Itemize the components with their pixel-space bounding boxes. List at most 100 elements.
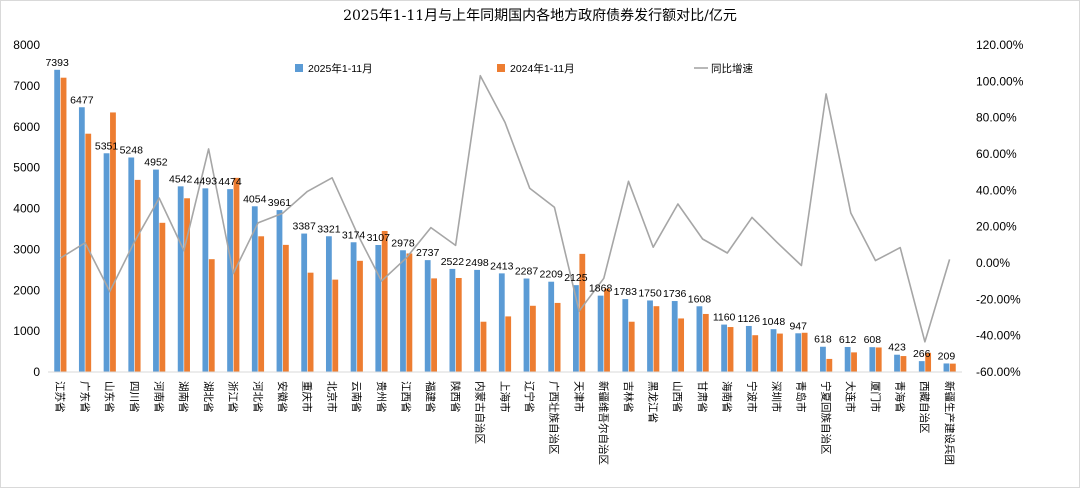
bar-2025 xyxy=(375,245,382,372)
category-label: 新疆维吾尔自治区 xyxy=(597,381,610,465)
left-tick-label: 8000 xyxy=(13,38,40,52)
category-label: 吉林省 xyxy=(622,381,635,413)
category-label: 青海省 xyxy=(894,381,907,413)
bar-2025 xyxy=(696,306,703,372)
category-label: 上海市 xyxy=(498,381,511,413)
data-label: 4493 xyxy=(194,175,218,187)
bar-2024 xyxy=(307,272,314,372)
category-label: 湖南省 xyxy=(177,381,190,413)
category-label: 四川省 xyxy=(128,381,141,413)
right-y-axis: -60.00% -40.00% -20.00% 0.00% 20.00% 40.00% 60… xyxy=(976,38,1024,379)
data-label: 2413 xyxy=(490,260,514,272)
category-label: 天津市 xyxy=(572,381,585,413)
bar-2025 xyxy=(671,301,678,372)
right-tick-label: 40.00% xyxy=(976,183,1017,197)
bar-2025 xyxy=(622,299,629,372)
bar-2024 xyxy=(406,253,413,372)
data-label: 4952 xyxy=(144,157,168,169)
data-label: 3107 xyxy=(367,232,391,244)
data-label: 618 xyxy=(814,334,832,346)
bar-2024 xyxy=(85,133,92,372)
bar-2025 xyxy=(745,325,752,372)
data-label: 266 xyxy=(913,348,931,360)
bar-2025 xyxy=(325,236,332,372)
bar-2024 xyxy=(900,356,907,372)
bar-2024 xyxy=(554,302,561,372)
data-label: 4542 xyxy=(169,173,193,185)
bar-2025 xyxy=(474,269,480,372)
chart-title: 2025年1-11月与上年同期国内各地方政府债券发行额对比/亿元 xyxy=(343,8,737,24)
category-label: 重庆市 xyxy=(301,381,314,413)
bar-2024 xyxy=(777,333,783,372)
bar-2025 xyxy=(573,285,579,372)
data-label: 1736 xyxy=(663,288,687,300)
bar-2025 xyxy=(177,186,184,372)
category-label: 贵州省 xyxy=(375,381,388,413)
bar-2025 xyxy=(251,206,258,372)
bar-2025 xyxy=(597,295,604,372)
category-label: 安徽省 xyxy=(276,381,289,413)
bar-2024 xyxy=(332,279,339,372)
bar-2024 xyxy=(233,177,240,372)
category-label: 湖北省 xyxy=(202,381,215,413)
bar-2024 xyxy=(60,77,67,372)
right-tick-label: 60.00% xyxy=(976,147,1017,161)
data-label: 209 xyxy=(938,350,956,362)
data-label: 1868 xyxy=(589,283,613,295)
category-label: 黑龙江省 xyxy=(647,381,660,423)
bar-2025 xyxy=(548,281,555,372)
bar-2025 xyxy=(498,273,505,372)
category-label: 广东省 xyxy=(78,381,91,413)
data-label: 2209 xyxy=(540,269,564,281)
category-label: 厦门市 xyxy=(869,381,882,413)
bar-series xyxy=(54,69,956,372)
growth-line-series xyxy=(59,74,951,343)
right-tick-label: 20.00% xyxy=(976,220,1017,234)
category-label: 陕西省 xyxy=(449,381,462,413)
data-label: 7393 xyxy=(45,57,69,69)
category-label: 大连市 xyxy=(844,381,857,413)
category-label: 深圳市 xyxy=(770,381,783,413)
bar-2025 xyxy=(202,188,209,372)
data-label: 1160 xyxy=(713,312,736,324)
bar-2024 xyxy=(381,230,388,372)
bar-2025 xyxy=(820,346,826,372)
category-label: 福建省 xyxy=(424,381,437,413)
data-label: 2125 xyxy=(564,272,588,284)
bar-2024 xyxy=(826,358,833,372)
bar-2025 xyxy=(647,300,653,372)
right-tick-label: 120.00% xyxy=(976,38,1024,52)
bar-2024 xyxy=(530,305,536,372)
bar-2024 xyxy=(159,222,166,372)
data-label: 1048 xyxy=(762,316,786,328)
legend-label: 2024年1-11月 xyxy=(510,62,575,75)
data-label: 2287 xyxy=(515,266,539,278)
category-label: 广西壮族自治区 xyxy=(548,381,561,455)
category-label: 浙江省 xyxy=(227,381,240,413)
bar-2025 xyxy=(918,361,925,372)
data-label: 2978 xyxy=(391,237,415,249)
bar-2024 xyxy=(875,347,882,372)
bar-2024 xyxy=(208,259,215,372)
bar-2024 xyxy=(653,306,660,372)
data-label: 947 xyxy=(789,320,807,332)
category-label: 江西省 xyxy=(400,381,413,413)
data-label: 2522 xyxy=(441,256,465,268)
category-label: 海南省 xyxy=(721,381,734,413)
left-tick-label: 4000 xyxy=(13,202,40,216)
bar-2024 xyxy=(752,335,759,372)
legend-swatch xyxy=(295,64,303,72)
category-label: 山东省 xyxy=(103,381,116,413)
bar-2025 xyxy=(350,242,357,372)
data-label: 423 xyxy=(888,342,906,354)
bar-2025 xyxy=(301,233,308,372)
legend-label: 同比增速 xyxy=(711,62,753,75)
bar-2024 xyxy=(949,363,956,372)
bar-2024 xyxy=(702,313,709,372)
data-label: 1750 xyxy=(638,287,662,299)
data-label: 3321 xyxy=(317,223,341,235)
left-tick-label: 3000 xyxy=(13,242,40,256)
bar-2024 xyxy=(628,321,635,372)
